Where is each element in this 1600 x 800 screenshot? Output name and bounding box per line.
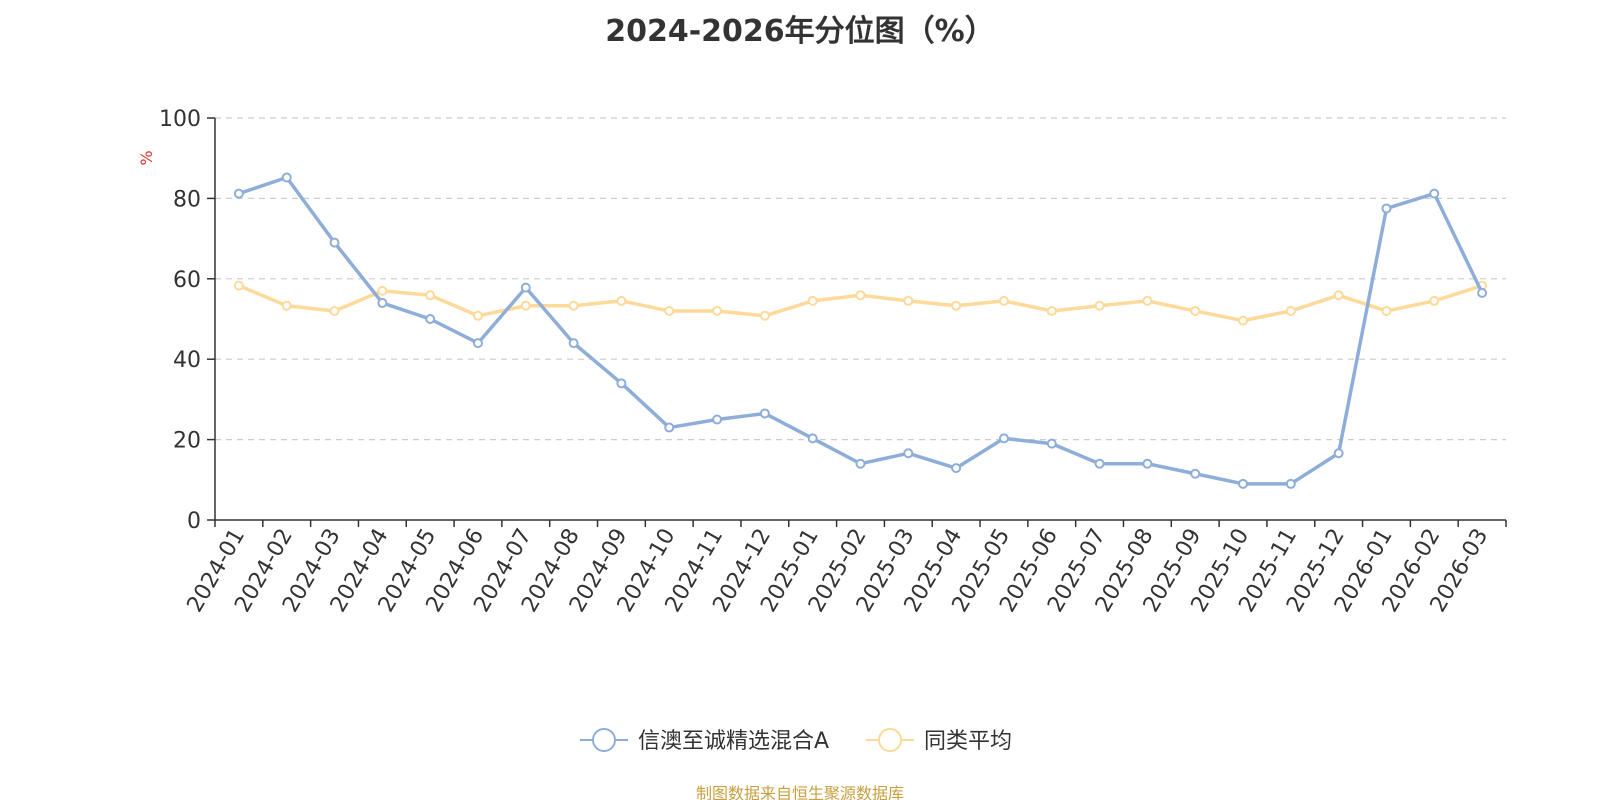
data-point bbox=[1142, 295, 1153, 306]
data-point bbox=[1238, 315, 1249, 326]
data-point bbox=[1190, 468, 1201, 479]
data-point bbox=[664, 422, 675, 433]
data-point bbox=[281, 172, 292, 183]
data-point bbox=[807, 295, 818, 306]
data-point bbox=[903, 295, 914, 306]
legend-item-0[interactable]: 信澳至诚精选混合A bbox=[580, 728, 829, 754]
data-point bbox=[377, 297, 388, 308]
data-point bbox=[472, 338, 483, 349]
data-point bbox=[1477, 287, 1488, 298]
data-point bbox=[568, 300, 579, 311]
data-point bbox=[425, 314, 436, 324]
data-point bbox=[616, 378, 627, 389]
data-point bbox=[1142, 458, 1153, 469]
data-point bbox=[1094, 458, 1105, 469]
data-point bbox=[855, 458, 866, 469]
data-point bbox=[568, 338, 579, 349]
data-point bbox=[1285, 305, 1296, 316]
data-point bbox=[1333, 290, 1344, 301]
data-point bbox=[233, 280, 244, 291]
data-point bbox=[616, 295, 627, 306]
y-tick-label: 80 bbox=[173, 187, 201, 212]
data-point bbox=[377, 285, 388, 296]
series-line-0 bbox=[238, 175, 1484, 486]
legend[interactable]: 信澳至诚精选混合A 同类平均 bbox=[580, 728, 1012, 754]
chart-title: 2024-2026年分位图（%） bbox=[605, 14, 995, 49]
data-point bbox=[1046, 438, 1057, 449]
data-point bbox=[1046, 305, 1057, 316]
data-point bbox=[233, 188, 244, 199]
y-tick-label: 60 bbox=[173, 268, 201, 293]
y-tick-label: 20 bbox=[173, 429, 201, 454]
data-point bbox=[425, 290, 436, 301]
data-point bbox=[712, 414, 723, 425]
data-point bbox=[1190, 305, 1201, 316]
legend-marker bbox=[878, 728, 902, 752]
data-point bbox=[1238, 478, 1249, 489]
legend-item-1[interactable]: 同类平均 bbox=[866, 728, 1012, 754]
data-point bbox=[520, 282, 531, 293]
data-point bbox=[855, 290, 866, 301]
data-point bbox=[712, 305, 723, 316]
data-point bbox=[951, 463, 962, 474]
data-point bbox=[807, 433, 818, 444]
source-note: 制图数据来自恒生聚源数据库 bbox=[695, 784, 904, 800]
data-point bbox=[1429, 188, 1440, 199]
data-point bbox=[281, 300, 292, 311]
data-point bbox=[1333, 448, 1344, 459]
data-point bbox=[520, 300, 531, 311]
legend-label: 同类平均 bbox=[924, 729, 1012, 754]
axes: 020406080100%2024-012024-022024-032024-0… bbox=[137, 107, 1507, 617]
data-point bbox=[472, 310, 483, 321]
data-point bbox=[951, 300, 962, 311]
grid-lines bbox=[215, 117, 1506, 441]
data-point bbox=[1381, 305, 1392, 316]
data-point bbox=[759, 310, 770, 321]
data-point bbox=[903, 448, 914, 459]
data-point bbox=[759, 408, 770, 419]
series-lines bbox=[233, 172, 1488, 489]
y-axis-unit-label: % bbox=[137, 150, 156, 165]
data-point bbox=[998, 433, 1009, 444]
data-point bbox=[998, 295, 1009, 306]
data-point bbox=[329, 237, 340, 248]
y-tick-label: 40 bbox=[173, 348, 201, 373]
y-tick-label: 100 bbox=[159, 107, 201, 132]
data-point bbox=[1285, 478, 1296, 489]
data-point bbox=[664, 305, 675, 316]
y-tick-label: 0 bbox=[187, 509, 201, 534]
legend-label: 信澳至诚精选混合A bbox=[638, 729, 829, 754]
data-point bbox=[1094, 300, 1105, 311]
data-point bbox=[329, 305, 340, 316]
data-point bbox=[1381, 203, 1392, 214]
data-point bbox=[1429, 295, 1440, 306]
legend-marker bbox=[592, 728, 616, 752]
